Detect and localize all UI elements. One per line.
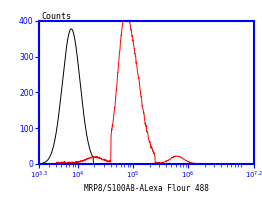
Text: Counts: Counts — [41, 12, 72, 21]
X-axis label: MRP8/S100A8-ALexa Flour 488: MRP8/S100A8-ALexa Flour 488 — [84, 183, 209, 192]
